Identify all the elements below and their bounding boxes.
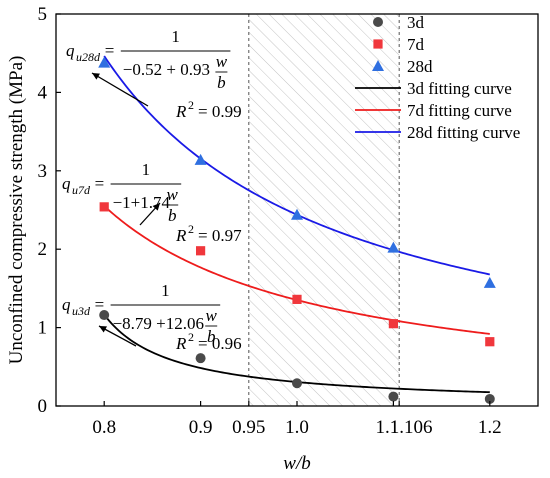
legend-label: 3d	[407, 13, 425, 32]
legend-marker	[373, 17, 383, 27]
r2-symbol: R	[175, 102, 187, 121]
equation-equals: =	[95, 174, 105, 193]
data-points-group	[98, 56, 496, 404]
x-axis: 0.8 0.9 0.95 1.0 1.11.106 1.2	[92, 401, 502, 438]
y-axis-title: Unconfined compressive strength (MPa)	[6, 56, 27, 365]
data-point-triangle	[291, 208, 303, 220]
equation-denominator: −8.79 +12.06	[113, 314, 204, 333]
legend: 3d 7d 28d 3d fitting curve 7d fitting curve 2…	[355, 13, 520, 142]
equation-q: q	[66, 41, 75, 60]
data-point-square	[292, 294, 302, 304]
x-tick-label: 1.1	[376, 417, 400, 438]
data-point-circle	[484, 393, 495, 404]
data-point-triangle	[387, 241, 400, 253]
data-point-square	[196, 246, 206, 256]
x-tick-label: 1.2	[478, 417, 502, 438]
legend-marker	[373, 39, 383, 49]
data-point-circle	[292, 378, 302, 389]
r2-value: = 0.96	[198, 334, 242, 353]
equation-q: q	[62, 295, 71, 314]
y-axis: 0 1 2 3 4 5	[38, 4, 61, 417]
r2-superscript: 2	[188, 222, 194, 236]
y-tick-label: 0	[38, 396, 48, 417]
equation-b: b	[168, 206, 177, 225]
equation-annotation: q u3d = 1 −8.79 +12.06 wb R 2 = 0.96	[62, 281, 242, 353]
data-point-triangle	[194, 153, 207, 165]
r2-superscript: 2	[188, 98, 194, 112]
data-point-circle	[195, 353, 206, 364]
shaded-region	[248, 14, 400, 406]
x-tick-label: 1.0	[285, 417, 309, 438]
r2-superscript: 2	[188, 330, 194, 344]
equation-numerator: 1	[171, 27, 180, 46]
legend-label: 28d fitting curve	[407, 123, 520, 142]
y-tick-label: 1	[38, 318, 48, 339]
arrow-head	[99, 326, 107, 333]
data-point-triangle	[98, 56, 111, 68]
y-tick-label: 5	[38, 4, 48, 25]
equation-numerator: 1	[161, 281, 170, 300]
x-tick-label: 0.9	[189, 417, 213, 438]
data-point-square	[99, 202, 109, 212]
data-point-circle	[99, 310, 110, 321]
data-point-square	[388, 319, 398, 329]
equation-b: b	[217, 73, 226, 92]
x-tick-label: 1.106	[390, 417, 433, 438]
legend-label: 7d	[407, 35, 425, 54]
equation-q-subscript: u28d	[76, 50, 101, 64]
legend-marker	[372, 60, 384, 71]
y-tick-label: 3	[38, 161, 48, 182]
legend-label: 28d	[407, 57, 433, 76]
equation-denominator: −0.52 + 0.93	[123, 60, 210, 79]
equation-w: w	[206, 306, 218, 325]
equation-equals: =	[95, 295, 105, 314]
r2-value: = 0.97	[198, 226, 242, 245]
equation-b: b	[207, 327, 216, 346]
arrow-line	[91, 72, 149, 107]
y-tick-label: 2	[38, 239, 48, 260]
equation-equals: =	[105, 41, 115, 60]
equation-w: w	[216, 52, 228, 71]
equation-q-subscript: u3d	[72, 304, 91, 318]
arrow-head	[152, 203, 160, 211]
equation-q-subscript: u7d	[72, 183, 91, 197]
x-tick-label: 0.95	[232, 417, 265, 438]
r2-value: = 0.99	[198, 102, 242, 121]
data-point-circle	[388, 391, 399, 402]
y-tick-label: 4	[38, 82, 48, 103]
equation-q: q	[62, 174, 71, 193]
x-tick-label: 0.8	[92, 417, 116, 438]
equation-numerator: 1	[142, 160, 151, 179]
equation-annotation: q u28d = 1 −0.52 + 0.93 wb R 2 = 0.99	[66, 27, 242, 121]
legend-label: 3d fitting curve	[407, 79, 512, 98]
data-point-triangle	[483, 276, 496, 288]
arrow-head	[92, 73, 100, 80]
r2-symbol: R	[175, 226, 187, 245]
legend-label: 7d fitting curve	[407, 101, 512, 120]
equation-denominator: −1+1.74	[113, 193, 171, 212]
equation-annotations: q u28d =1−0.52 + 0.93 wbR 2 = 0.99q u7d =1−1+1.…	[62, 27, 242, 353]
r2-symbol: R	[175, 334, 187, 353]
data-point-square	[485, 337, 495, 347]
equation-w: w	[167, 185, 179, 204]
x-axis-title: w/b	[283, 453, 310, 474]
